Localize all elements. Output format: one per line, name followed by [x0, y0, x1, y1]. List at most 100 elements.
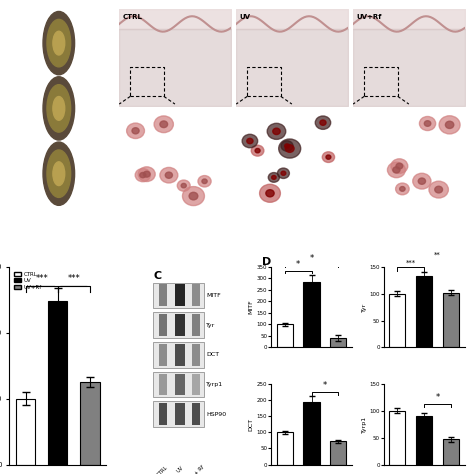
- Circle shape: [53, 31, 65, 55]
- FancyBboxPatch shape: [175, 314, 185, 336]
- FancyBboxPatch shape: [192, 344, 200, 365]
- FancyBboxPatch shape: [153, 372, 204, 397]
- FancyBboxPatch shape: [159, 403, 166, 425]
- Circle shape: [396, 163, 403, 169]
- Circle shape: [260, 184, 281, 202]
- Bar: [277, 432, 293, 465]
- Bar: [389, 293, 405, 347]
- Circle shape: [127, 123, 145, 138]
- Circle shape: [277, 168, 290, 179]
- FancyBboxPatch shape: [192, 314, 200, 336]
- Y-axis label: Tyrp1: Tyrp1: [362, 416, 366, 433]
- Text: CTRL: CTRL: [14, 41, 32, 46]
- Text: ***: ***: [67, 274, 80, 283]
- Circle shape: [285, 145, 294, 152]
- Circle shape: [43, 142, 74, 205]
- Circle shape: [182, 187, 204, 206]
- Circle shape: [266, 190, 274, 197]
- FancyBboxPatch shape: [192, 284, 200, 306]
- Circle shape: [135, 169, 150, 182]
- FancyBboxPatch shape: [159, 344, 166, 365]
- FancyBboxPatch shape: [175, 284, 185, 306]
- Circle shape: [47, 150, 71, 198]
- Text: *: *: [436, 393, 440, 402]
- Circle shape: [165, 172, 173, 178]
- Text: DCT: DCT: [206, 352, 219, 357]
- Text: CTRL: CTRL: [156, 465, 169, 474]
- Circle shape: [391, 159, 408, 173]
- Text: **: **: [434, 252, 441, 258]
- Text: *: *: [296, 260, 300, 269]
- Bar: [16, 399, 35, 465]
- Circle shape: [132, 128, 139, 134]
- Circle shape: [247, 138, 253, 144]
- Bar: [443, 292, 459, 347]
- Text: *: *: [323, 381, 327, 390]
- Circle shape: [160, 121, 168, 128]
- Circle shape: [326, 155, 331, 159]
- Text: HSP90: HSP90: [206, 411, 226, 417]
- Circle shape: [281, 171, 286, 175]
- Text: UV: UV: [14, 106, 25, 111]
- Circle shape: [138, 167, 155, 182]
- Circle shape: [284, 144, 290, 148]
- Circle shape: [315, 116, 331, 129]
- FancyBboxPatch shape: [153, 401, 204, 427]
- Text: Tyrp1: Tyrp1: [206, 382, 223, 387]
- Text: Tyr: Tyr: [206, 322, 215, 328]
- Y-axis label: DCT: DCT: [249, 418, 254, 431]
- Circle shape: [267, 123, 286, 139]
- Circle shape: [429, 181, 448, 198]
- Bar: [416, 276, 432, 347]
- Circle shape: [140, 173, 146, 178]
- Bar: [416, 416, 432, 465]
- Circle shape: [198, 175, 211, 187]
- Circle shape: [413, 173, 431, 189]
- Bar: [48, 301, 67, 465]
- Circle shape: [424, 121, 431, 127]
- Text: CTRL: CTRL: [123, 14, 143, 20]
- Bar: [443, 439, 459, 465]
- Circle shape: [400, 187, 405, 191]
- Circle shape: [47, 19, 71, 67]
- Legend: CTRL, UV, UV+Rf: CTRL, UV, UV+Rf: [273, 265, 337, 274]
- Text: MITF: MITF: [206, 293, 221, 298]
- Circle shape: [189, 192, 198, 200]
- FancyBboxPatch shape: [153, 342, 204, 367]
- Circle shape: [396, 183, 409, 195]
- Text: C: C: [153, 271, 161, 281]
- Circle shape: [435, 186, 443, 193]
- Y-axis label: Tyr: Tyr: [362, 302, 366, 312]
- Circle shape: [53, 162, 65, 185]
- Circle shape: [446, 121, 454, 128]
- Circle shape: [53, 97, 65, 120]
- Bar: [277, 324, 293, 347]
- Circle shape: [202, 179, 207, 183]
- Circle shape: [160, 167, 178, 183]
- Text: ***: ***: [406, 260, 416, 266]
- Circle shape: [273, 128, 280, 135]
- Bar: [330, 441, 346, 465]
- Circle shape: [268, 173, 280, 182]
- Circle shape: [279, 139, 301, 158]
- FancyBboxPatch shape: [175, 344, 185, 365]
- FancyBboxPatch shape: [175, 374, 185, 395]
- Circle shape: [154, 116, 173, 133]
- Circle shape: [439, 116, 460, 134]
- FancyBboxPatch shape: [192, 403, 200, 425]
- Circle shape: [387, 162, 405, 178]
- Bar: [330, 338, 346, 347]
- Bar: [389, 410, 405, 465]
- Text: UV: UV: [239, 14, 251, 20]
- Circle shape: [393, 167, 400, 173]
- Circle shape: [242, 134, 258, 148]
- Circle shape: [419, 117, 436, 130]
- Legend: CTRL, UV, UV+Rf: CTRL, UV, UV+Rf: [12, 269, 44, 292]
- Circle shape: [177, 180, 190, 191]
- Text: UV+Rf: UV+Rf: [14, 171, 37, 176]
- FancyBboxPatch shape: [153, 283, 204, 308]
- Circle shape: [47, 85, 71, 132]
- Text: ***: ***: [36, 274, 48, 283]
- FancyBboxPatch shape: [159, 284, 166, 306]
- Circle shape: [272, 175, 276, 179]
